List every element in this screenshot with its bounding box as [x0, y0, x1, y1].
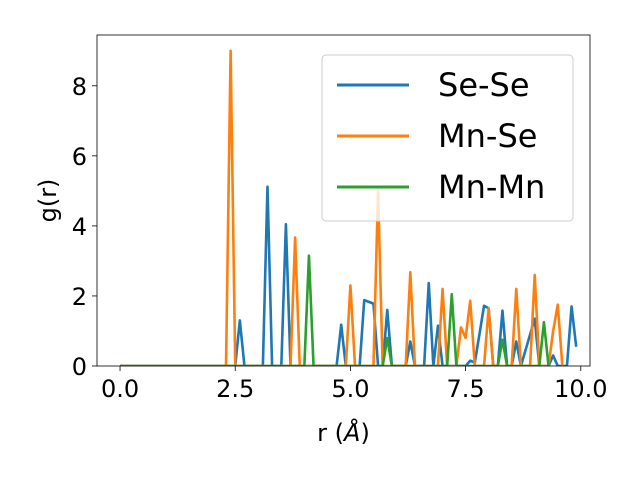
legend-label-mn-se: Mn-Se: [438, 117, 537, 155]
plot-frame: [96, 34, 591, 367]
legend: Se-Se Mn-Se Mn-Mn: [321, 54, 574, 222]
y-tick-label: 0: [72, 353, 87, 381]
series-layer: [120, 49, 578, 366]
series-line-se-se: [120, 185, 578, 366]
x-tick-label: 7.5: [447, 375, 485, 403]
x-tick-label: 2.5: [216, 375, 254, 403]
x-axis: 0.0 2.5 5.0 7.5 10.0: [101, 366, 608, 403]
x-tick-label: 5.0: [331, 375, 369, 403]
legend-label-mn-mn: Mn-Mn: [438, 168, 545, 206]
x-tick-label: 10.0: [554, 375, 607, 403]
series-line-mn-mn: [120, 254, 550, 366]
y-tick-label: 8: [72, 73, 87, 101]
y-axis-label: g(r): [34, 179, 62, 223]
x-tick-label: 0.0: [101, 375, 139, 403]
y-axis: 0 2 4 6 8: [72, 73, 97, 381]
y-tick-label: 6: [72, 143, 87, 171]
legend-box: [321, 54, 574, 222]
x-axis-label: r (Å): [317, 418, 370, 447]
y-tick-label: 2: [72, 283, 87, 311]
legend-label-se-se: Se-Se: [438, 66, 530, 104]
y-tick-label: 4: [72, 213, 87, 241]
